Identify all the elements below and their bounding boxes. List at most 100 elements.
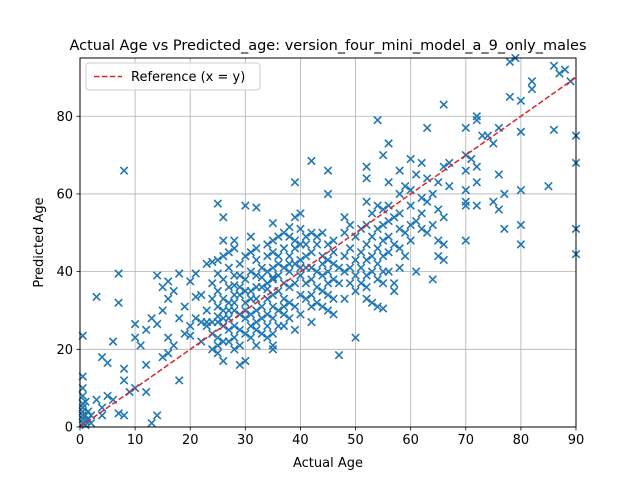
data-point bbox=[147, 418, 156, 428]
data-point bbox=[279, 294, 289, 304]
data-point bbox=[219, 356, 228, 366]
data-point bbox=[329, 259, 338, 269]
data-point bbox=[433, 236, 443, 245]
data-point bbox=[185, 331, 195, 340]
data-point bbox=[169, 341, 178, 350]
data-point bbox=[268, 247, 278, 257]
y-tick-label: 60 bbox=[56, 187, 73, 202]
data-point bbox=[285, 282, 294, 292]
data-point bbox=[384, 232, 393, 241]
data-point bbox=[367, 298, 377, 307]
data-point bbox=[241, 313, 250, 323]
data-point bbox=[180, 302, 189, 311]
data-point bbox=[461, 166, 471, 175]
data-point bbox=[224, 247, 234, 257]
data-point bbox=[252, 325, 261, 335]
data-point bbox=[246, 286, 256, 296]
data-point bbox=[252, 306, 261, 315]
data-point bbox=[257, 263, 267, 273]
data-point bbox=[323, 306, 333, 315]
data-point bbox=[230, 280, 239, 290]
data-point bbox=[367, 232, 377, 241]
data-point bbox=[400, 251, 410, 261]
data-point bbox=[527, 84, 537, 94]
data-point bbox=[362, 282, 371, 292]
data-point bbox=[356, 279, 366, 288]
data-point bbox=[268, 263, 278, 273]
data-point bbox=[301, 279, 311, 288]
data-point bbox=[114, 409, 123, 418]
data-point bbox=[472, 178, 482, 187]
data-point bbox=[444, 181, 454, 191]
data-point bbox=[411, 216, 421, 226]
x-tick-label: 80 bbox=[513, 433, 530, 448]
data-point bbox=[92, 292, 101, 302]
data-point bbox=[268, 275, 278, 284]
data-point bbox=[323, 279, 333, 288]
data-point bbox=[235, 360, 245, 370]
data-point bbox=[417, 193, 426, 203]
data-point bbox=[285, 298, 294, 307]
data-point bbox=[500, 224, 509, 234]
data-point bbox=[400, 181, 410, 191]
data-point bbox=[340, 294, 349, 304]
data-point bbox=[433, 251, 443, 261]
data-point bbox=[246, 321, 256, 331]
data-point bbox=[224, 282, 234, 292]
data-point bbox=[219, 212, 228, 222]
data-point bbox=[307, 302, 316, 311]
data-point bbox=[285, 267, 294, 276]
data-point bbox=[202, 259, 212, 269]
data-point bbox=[230, 321, 239, 331]
data-point bbox=[395, 209, 404, 218]
data-point bbox=[384, 247, 393, 257]
data-point bbox=[263, 251, 272, 261]
data-point bbox=[185, 277, 195, 286]
data-point bbox=[219, 294, 228, 304]
data-point bbox=[274, 259, 283, 269]
data-point bbox=[500, 189, 509, 199]
data-point bbox=[362, 294, 371, 304]
data-point bbox=[230, 244, 239, 253]
data-point bbox=[323, 189, 333, 199]
data-point bbox=[367, 209, 377, 218]
data-point bbox=[472, 115, 482, 125]
data-point bbox=[235, 341, 245, 350]
x-axis-label: Actual Age bbox=[293, 456, 363, 471]
data-point bbox=[296, 224, 305, 234]
data-point bbox=[334, 263, 344, 273]
chart-title: Actual Age vs Predicted_age: version_fou… bbox=[69, 38, 586, 54]
data-point bbox=[389, 279, 399, 288]
data-point bbox=[323, 255, 333, 265]
data-point bbox=[180, 329, 189, 339]
data-point bbox=[516, 220, 526, 230]
data-point bbox=[257, 302, 267, 311]
data-point bbox=[296, 290, 305, 300]
data-point bbox=[516, 185, 526, 195]
data-point bbox=[141, 325, 151, 335]
data-point bbox=[241, 201, 250, 210]
x-tick-label: 40 bbox=[292, 433, 309, 448]
data-point bbox=[279, 321, 289, 331]
data-point bbox=[345, 263, 355, 273]
data-point bbox=[274, 306, 283, 315]
data-point bbox=[318, 286, 327, 296]
data-point bbox=[290, 236, 300, 245]
y-tick-label: 80 bbox=[56, 110, 73, 125]
data-point bbox=[417, 209, 426, 218]
data-point bbox=[191, 292, 200, 302]
data-point bbox=[439, 100, 448, 109]
data-point bbox=[494, 170, 504, 179]
data-point bbox=[230, 333, 239, 342]
x-tick-label: 20 bbox=[182, 433, 199, 448]
data-point bbox=[478, 131, 487, 140]
data-point bbox=[136, 341, 145, 350]
data-point bbox=[252, 271, 261, 280]
data-point bbox=[351, 255, 360, 265]
data-point bbox=[318, 302, 327, 311]
axis-ticks: 0 10 20 30 40 50 60 70 80 90 0 20 40 60 80 bbox=[56, 110, 584, 448]
data-point bbox=[103, 358, 112, 368]
data-point bbox=[406, 236, 415, 245]
data-point bbox=[461, 201, 471, 210]
